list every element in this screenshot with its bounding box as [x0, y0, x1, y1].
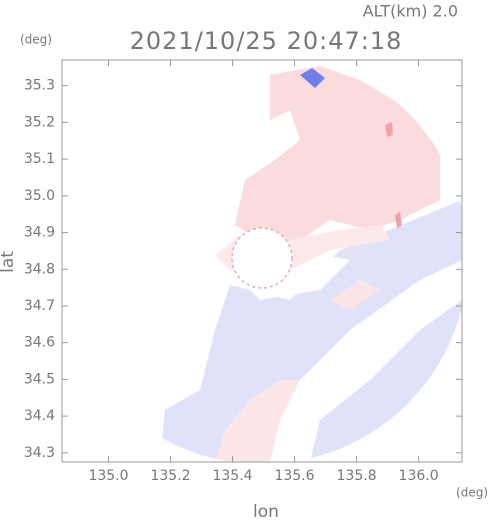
altitude: ALT(km) 2.0 — [363, 2, 458, 21]
y-axis-label: lat — [0, 251, 18, 273]
y-unit: (deg) — [20, 33, 52, 47]
y-tick-label: 34.7 — [24, 298, 55, 314]
x-tick-label: 135.8 — [337, 468, 377, 484]
x-tick-label: 135.0 — [88, 468, 128, 484]
y-tick-label: 34.8 — [24, 261, 55, 277]
y-tick-label: 34.6 — [24, 335, 55, 351]
chart-title: 2021/10/25 20:47:18 — [130, 27, 403, 55]
y-tick-label: 34.4 — [24, 408, 55, 424]
y-tick-label: 34.3 — [24, 445, 55, 461]
radar-image — [160, 66, 462, 462]
y-tick-label: 35.0 — [24, 188, 55, 204]
x-tick-label: 135.6 — [275, 468, 315, 484]
plot-frame — [61, 59, 463, 463]
x-unit: (deg) — [456, 486, 488, 500]
x-axis-label: lon — [253, 502, 279, 521]
y-tick-label: 35.3 — [24, 78, 55, 94]
y-tick-label: 35.1 — [24, 151, 55, 167]
x-tick-label: 135.2 — [150, 468, 190, 484]
y-tick-label: 34.5 — [24, 371, 55, 387]
x-tick-label: 135.4 — [212, 468, 252, 484]
x-tick-label: 136.0 — [399, 468, 439, 484]
y-tick-label: 35.2 — [24, 114, 55, 130]
y-tick-label: 34.9 — [24, 225, 55, 241]
